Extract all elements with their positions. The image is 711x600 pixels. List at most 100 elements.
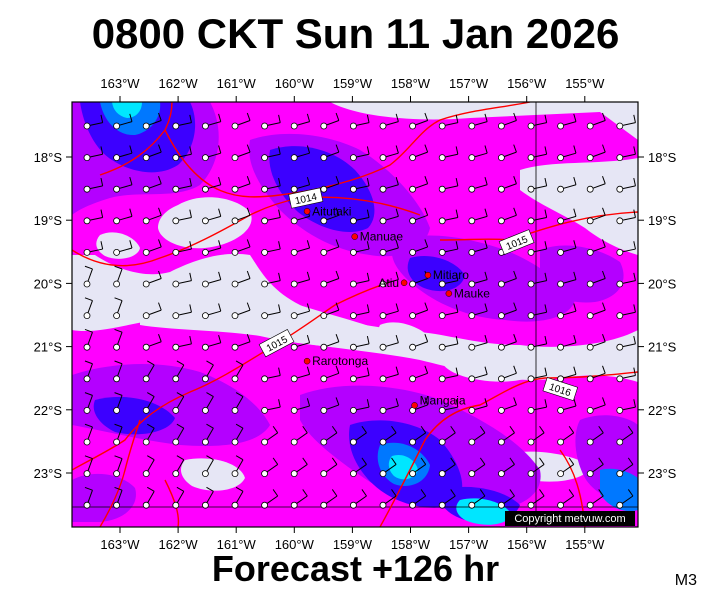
- wind-barb: [586, 144, 606, 162]
- wind-barb: [320, 397, 340, 414]
- wind-barb: [527, 209, 548, 225]
- wind-barb: [113, 265, 123, 288]
- wind-barb: [172, 335, 192, 351]
- wind-barb: [113, 392, 123, 414]
- wind-barb: [586, 489, 604, 509]
- wind-barb: [349, 209, 370, 225]
- wind-barb: [231, 270, 251, 288]
- lat-label: 21°S: [34, 340, 63, 355]
- wind-barb: [113, 176, 133, 193]
- wind-barb: [201, 303, 222, 320]
- wind-barb: [557, 240, 577, 256]
- wind-barb: [438, 367, 459, 383]
- lon-label: 156°W: [507, 76, 547, 91]
- wind-barb: [349, 399, 370, 414]
- wind-barb: [379, 208, 399, 225]
- clear-regions: [96, 158, 638, 491]
- wind-barb: [172, 304, 192, 320]
- wind-barb: [586, 365, 606, 383]
- wind-barb: [409, 112, 429, 130]
- wind-barb: [142, 207, 162, 225]
- lon-label: 161°W: [217, 76, 257, 91]
- wind-barb: [290, 271, 311, 288]
- wind-barb: [468, 366, 488, 383]
- wind-barbs: [83, 112, 636, 509]
- place-label: Aitutaki: [312, 204, 351, 218]
- wind-barb: [409, 489, 427, 509]
- wind-barb: [349, 177, 370, 193]
- lat-label: 18°S: [34, 150, 63, 165]
- wind-barb: [320, 112, 340, 130]
- wind-barb: [83, 265, 93, 288]
- wind-barb: [616, 146, 636, 162]
- wind-barb: [409, 334, 429, 351]
- wind-barb: [616, 457, 634, 478]
- map-code: M3: [674, 572, 697, 589]
- wind-barb: [113, 145, 133, 162]
- wind-barb: [438, 209, 459, 225]
- lon-label: 157°W: [449, 537, 489, 552]
- wind-barb: [320, 457, 338, 478]
- wind-barb: [261, 425, 279, 446]
- wind-barb: [172, 423, 185, 446]
- wind-barb: [349, 457, 367, 478]
- place-marker: [303, 208, 311, 215]
- wind-barb: [201, 334, 222, 351]
- map-area: 1014 1015 1015 1016 AitutakiManuaeMitiar…: [72, 102, 638, 527]
- lat-label: 23°S: [648, 466, 677, 481]
- wind-barb: [231, 392, 244, 414]
- wind-barb: [349, 241, 370, 256]
- lon-label: 159°W: [333, 76, 373, 91]
- wind-barb: [113, 297, 123, 320]
- wind-barb: [497, 302, 517, 320]
- lat-label: 19°S: [648, 213, 677, 228]
- lat-label: 18°S: [648, 150, 677, 165]
- wind-barb: [290, 489, 308, 509]
- wind-barb: [83, 392, 93, 414]
- wind-barb: [231, 455, 244, 478]
- wind-barb: [113, 113, 133, 130]
- wind-barb: [616, 272, 636, 288]
- wind-barb: [142, 270, 162, 288]
- wind-barb: [438, 177, 459, 193]
- wind-barb: [142, 455, 155, 478]
- wind-barb: [201, 240, 222, 256]
- wind-barb: [231, 302, 251, 320]
- wind-barb: [438, 272, 459, 288]
- wind-barb: [172, 241, 192, 256]
- wind-barb: [290, 366, 311, 383]
- wind-barb: [231, 486, 244, 509]
- wind-barb: [261, 272, 281, 288]
- wind-barb: [201, 113, 222, 130]
- wind-barb: [83, 209, 104, 225]
- place-marker: [424, 271, 432, 279]
- lat-label: 23°S: [34, 466, 63, 481]
- wind-barb: [261, 209, 281, 225]
- wind-barb: [586, 457, 604, 478]
- wind-barb: [409, 365, 429, 383]
- wind-barb: [586, 425, 604, 446]
- wind-barb: [497, 365, 517, 383]
- copyright-text: Copyright metvuw.com: [514, 513, 625, 525]
- copyright-box: Copyright metvuw.com: [505, 511, 635, 526]
- wind-barb: [497, 457, 515, 478]
- wind-barb: [349, 272, 370, 288]
- wind-barb: [349, 114, 370, 130]
- wind-barb: [349, 425, 367, 446]
- wind-barb: [261, 367, 281, 383]
- wind-barb: [320, 365, 340, 383]
- wind-barb: [83, 455, 93, 478]
- wind-barb: [379, 303, 399, 320]
- wind-barb: [468, 240, 488, 256]
- map-title: 0800 CKT Sun 11 Jan 2026: [91, 10, 620, 57]
- isobar-1014: [99, 102, 531, 198]
- wind-barb: [379, 366, 399, 383]
- wind-barb: [557, 334, 577, 351]
- wind-barb: [497, 489, 515, 509]
- wind-barb: [438, 489, 456, 509]
- wind-barb: [527, 272, 548, 288]
- wind-barb: [261, 146, 281, 162]
- wind-barb: [527, 367, 548, 383]
- wind-barb: [409, 457, 427, 478]
- wind-barb: [497, 425, 515, 446]
